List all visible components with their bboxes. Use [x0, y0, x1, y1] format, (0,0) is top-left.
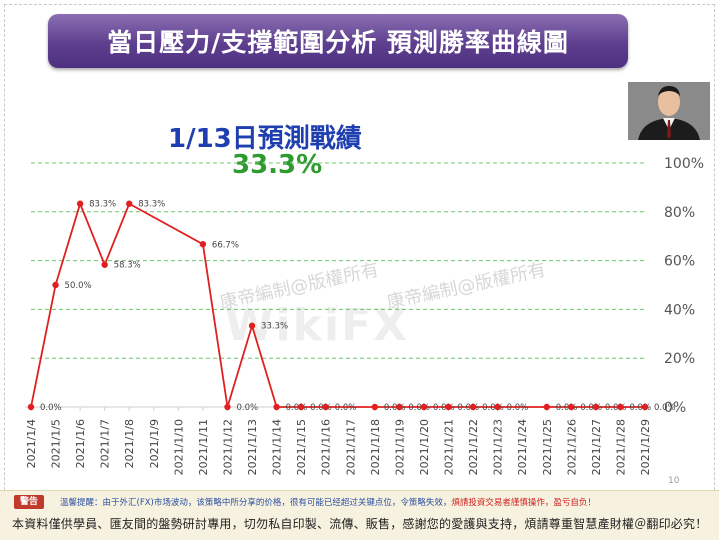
x-tick-label: 2021/1/18 — [369, 419, 382, 475]
x-tick-label: 2021/1/19 — [393, 419, 406, 475]
y-tick-label: 100% — [664, 156, 704, 172]
x-tick-label: 2021/1/29 — [639, 419, 652, 475]
data-label: 0.0% — [286, 403, 308, 413]
warning-text-main: 溫馨提醒：由于外汇(FX)市场波动，该策略中所分享的价格，很有可能已经超过关键点… — [60, 498, 452, 508]
data-point — [445, 403, 452, 411]
data-point — [101, 261, 108, 268]
page-number: 10 — [668, 476, 680, 486]
x-tick-label: 2021/1/4 — [25, 419, 38, 468]
x-tick-label: 2021/1/16 — [320, 419, 333, 475]
data-point — [224, 403, 231, 411]
data-label: 0.0% — [384, 403, 406, 413]
y-tick-label: 20% — [664, 351, 695, 367]
data-point — [371, 403, 379, 411]
data-label: 0.0% — [605, 403, 627, 413]
data-label: 0.0% — [654, 403, 676, 413]
data-label: 0.0% — [433, 403, 455, 413]
data-point — [617, 403, 624, 411]
x-tick-label: 2021/1/8 — [123, 419, 136, 468]
footer: 警告 溫馨提醒：由于外汇(FX)市场波动，该策略中所分享的价格，很有可能已经超过… — [0, 490, 719, 540]
x-tick-label: 2021/1/22 — [467, 419, 480, 475]
y-tick-label: 80% — [664, 205, 695, 221]
data-point — [494, 403, 501, 411]
x-tick-label: 2021/1/24 — [516, 419, 529, 475]
x-tick-label: 2021/1/28 — [614, 419, 627, 475]
data-label: 83.3% — [138, 200, 165, 210]
data-label: 83.3% — [89, 200, 116, 210]
data-label: 0.0% — [236, 403, 258, 413]
win-rate-value: 33.3% — [232, 150, 323, 180]
slide-frame — [4, 4, 715, 535]
x-tick-label: 2021/1/6 — [74, 419, 87, 468]
data-label: 0.0% — [310, 403, 332, 413]
x-tick-label: 2021/1/14 — [271, 419, 284, 475]
data-label: 0.0% — [408, 403, 430, 413]
copyright-notice: 本資料僅供學員、匯友間的盤勢研討專用，切勿私自印製、流傳、販售，感謝您的愛護與支… — [12, 517, 708, 531]
presenter-photo — [628, 82, 710, 140]
watermark-logo: WikiFX — [225, 300, 409, 351]
data-point — [126, 200, 133, 207]
series-line — [30, 201, 645, 408]
data-point — [322, 403, 329, 411]
data-label: 0.0% — [482, 403, 504, 413]
x-tick-label: 2021/1/10 — [172, 419, 185, 475]
data-point — [27, 403, 35, 411]
data-point — [273, 403, 280, 411]
x-tick-label: 2021/1/25 — [541, 419, 554, 475]
data-point — [76, 200, 84, 207]
data-point — [543, 403, 550, 411]
data-point — [199, 241, 207, 248]
data-point — [52, 281, 59, 289]
data-label: 58.3% — [114, 261, 141, 271]
forecast-date-heading: 1/13日預測戰績 — [168, 124, 362, 154]
x-tick-label: 2021/1/11 — [197, 419, 210, 475]
x-tick-label: 2021/1/5 — [50, 419, 63, 468]
title-banner: 當日壓力/支撐範圍分析 預測勝率曲線圖 — [48, 14, 628, 68]
x-tick-label: 2021/1/26 — [565, 419, 578, 475]
x-tick-label: 2021/1/23 — [492, 419, 505, 475]
data-label: 66.7% — [212, 240, 239, 250]
x-tick-label: 2021/1/27 — [590, 419, 603, 475]
data-point — [248, 322, 256, 329]
data-point — [469, 403, 477, 411]
data-label: 0.0% — [458, 403, 480, 413]
y-tick-label: 40% — [664, 302, 695, 318]
x-tick-label: 2021/1/13 — [246, 419, 259, 475]
warning-text-alert: 煩請投資交易者謹慎操作，盈亏自负！ — [451, 498, 596, 508]
x-tick-label: 2021/1/15 — [295, 419, 308, 475]
data-point — [420, 403, 428, 411]
data-label: 0.0% — [40, 403, 62, 413]
x-tick-label: 2021/1/9 — [148, 419, 161, 468]
data-label: 0.0% — [556, 403, 578, 413]
data-point — [641, 403, 649, 411]
y-tick-label: 0% — [664, 400, 686, 416]
data-label: 50.0% — [65, 281, 92, 291]
line-chart: 0% 20% 40% 60% 80% 100% 2021/1/4 2021/1/5 2021/1… — [25, 156, 704, 475]
data-point — [568, 403, 575, 411]
x-tick-label: 2021/1/21 — [443, 419, 456, 475]
data-point — [592, 403, 600, 411]
page-title: 當日壓力/支撐範圍分析 預測勝率曲線圖 — [107, 28, 569, 57]
warning-badge: 警告 — [14, 495, 44, 509]
data-point — [396, 403, 403, 411]
warning-text: 溫馨提醒：由于外汇(FX)市场波动，该策略中所分享的价格，很有可能已经超过关键点… — [60, 496, 596, 508]
x-tick-label: 2021/1/17 — [344, 419, 357, 475]
data-label: 0.0% — [580, 403, 602, 413]
x-tick-label: 2021/1/7 — [99, 419, 112, 468]
x-tick-label: 2021/1/12 — [221, 419, 234, 475]
data-label: 0.0% — [335, 403, 357, 413]
y-tick-label: 60% — [664, 254, 695, 270]
x-tick-label: 2021/1/20 — [418, 419, 431, 475]
data-label: 0.0% — [507, 403, 529, 413]
data-point — [297, 403, 305, 411]
data-label: 33.3% — [261, 322, 288, 332]
data-label: 0.0% — [629, 403, 651, 413]
